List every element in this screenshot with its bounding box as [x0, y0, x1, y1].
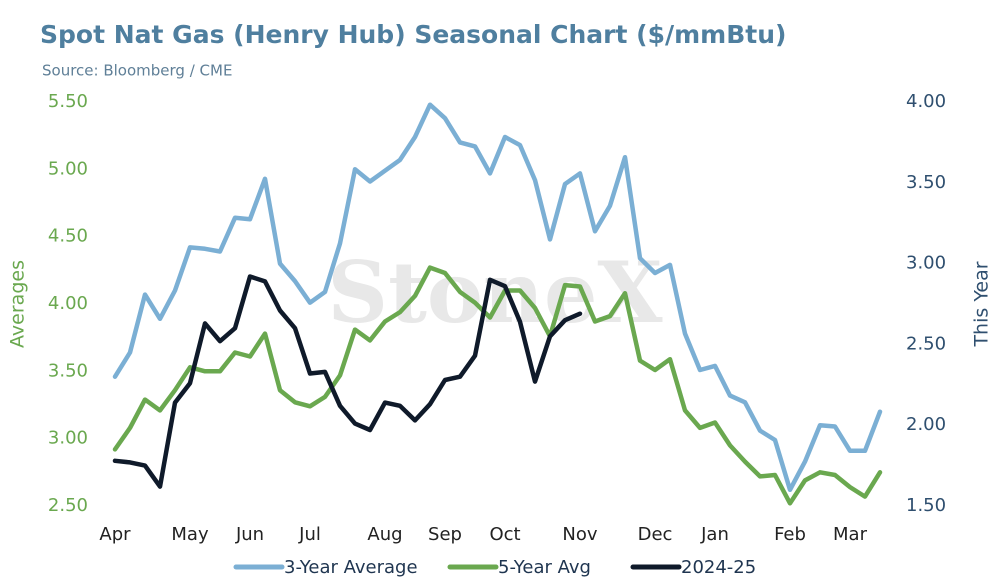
y-tick-label: 5.00	[48, 158, 88, 179]
y2-tick-label: 1.50	[906, 495, 946, 516]
y-tick-label: 3.50	[48, 360, 88, 381]
y2-tick-label: 2.50	[906, 333, 946, 354]
series-line	[112, 102, 883, 493]
x-tick-label: Aug	[367, 524, 402, 545]
y-tick-label: 5.50	[48, 91, 88, 112]
chart-title: Spot Nat Gas (Henry Hub) Seasonal Chart …	[40, 20, 786, 49]
x-tick-label: Mar	[833, 524, 868, 545]
y-tick-label: 4.50	[48, 226, 88, 247]
series-line	[112, 265, 883, 506]
y2-tick-label: 2.00	[906, 414, 946, 435]
x-tick-label: Jun	[235, 524, 264, 545]
y-axis-title: Averages	[7, 260, 29, 348]
chart-subtitle: Source: Bloomberg / CME	[42, 62, 232, 80]
y2-tick-label: 3.00	[906, 253, 946, 274]
x-tick-label: Jan	[700, 524, 729, 545]
x-tick-label: May	[171, 524, 209, 545]
y-tick-label: 3.00	[48, 428, 88, 449]
y-tick-label: 2.50	[48, 495, 88, 516]
legend-label: 3-Year Average	[284, 557, 418, 578]
x-tick-label: Dec	[638, 524, 673, 545]
y2-tick-label: 3.50	[906, 172, 946, 193]
x-tick-label: Apr	[99, 524, 131, 545]
y2-axis-title: This Year	[971, 261, 993, 347]
series-line	[112, 274, 583, 489]
y2-tick-label: 4.00	[906, 91, 946, 112]
x-tick-label: Feb	[774, 524, 806, 545]
legend-label: 2024-25	[681, 557, 756, 578]
y-tick-label: 4.00	[48, 293, 88, 314]
x-tick-label: Sep	[428, 524, 462, 545]
x-tick-label: Jul	[298, 524, 321, 545]
x-tick-label: Oct	[489, 524, 520, 545]
x-tick-label: Nov	[562, 524, 597, 545]
legend-label: 5-Year Avg	[498, 557, 591, 578]
